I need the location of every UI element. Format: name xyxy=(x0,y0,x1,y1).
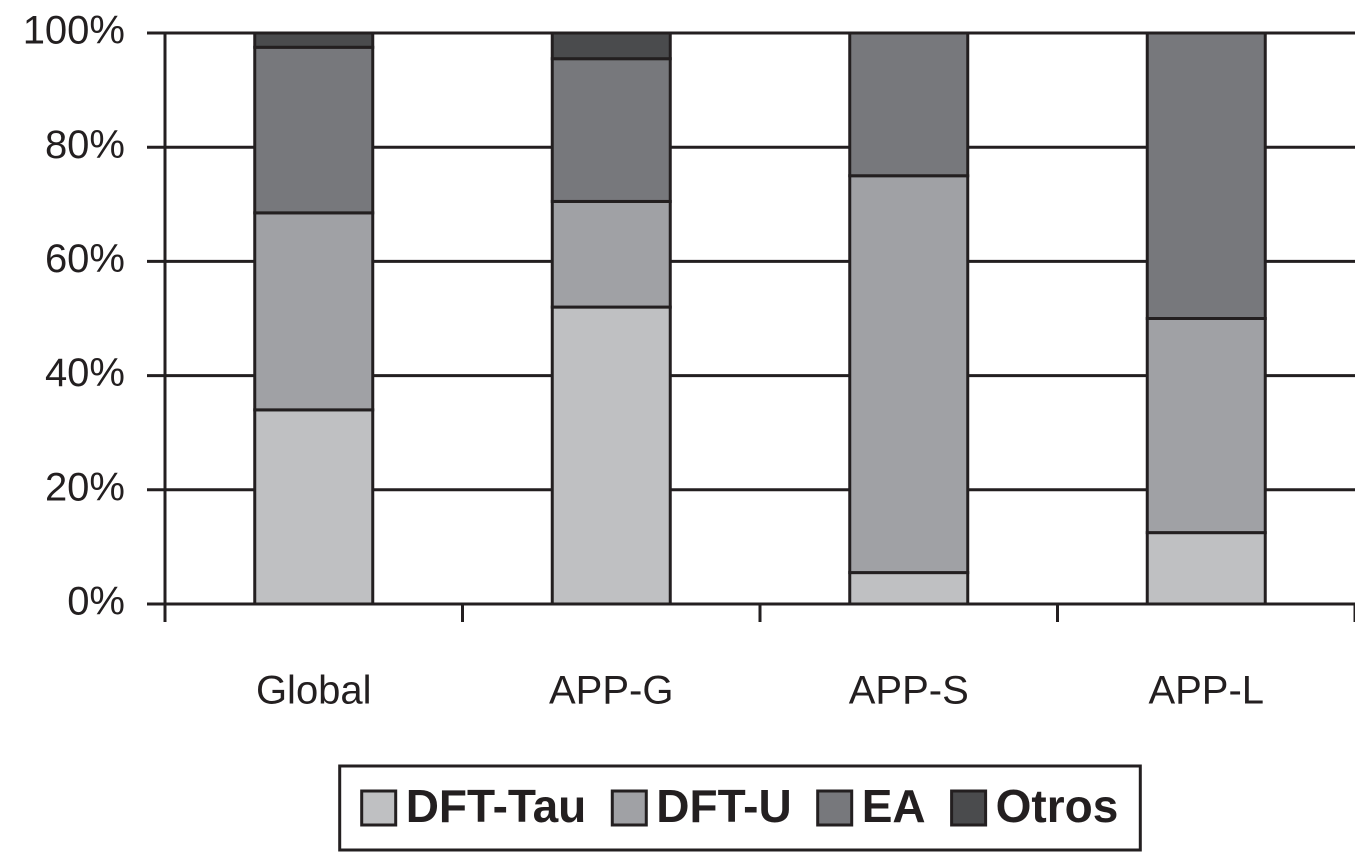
y-tick-label: 40% xyxy=(45,351,125,395)
legend-swatch xyxy=(950,789,988,827)
legend: DFT-Tau DFT-U EA Otros xyxy=(338,764,1142,852)
bar-segment xyxy=(1145,531,1267,606)
y-tick-label: 20% xyxy=(45,465,125,509)
bar-segment xyxy=(1145,317,1267,535)
bar-segment xyxy=(550,31,672,61)
bar-segment xyxy=(253,31,375,49)
y-tick-label: 60% xyxy=(45,237,125,281)
bar-segment xyxy=(550,305,672,606)
legend-swatch xyxy=(610,789,648,827)
y-tick-label: 0% xyxy=(67,580,125,624)
x-tick-label: APP-L xyxy=(1148,669,1264,713)
bar-segment xyxy=(253,211,375,412)
bar-segment xyxy=(848,174,970,575)
legend-label: Otros xyxy=(996,780,1119,832)
bar-segment xyxy=(253,408,375,606)
x-tick-label: Global xyxy=(256,669,372,713)
legend-label: DFT-U xyxy=(656,780,791,832)
legend-swatch xyxy=(360,789,398,827)
legend-label: DFT-Tau xyxy=(406,780,587,832)
legend-box xyxy=(338,764,1142,852)
bar-segment xyxy=(550,57,672,203)
x-tick-label: APP-G xyxy=(549,669,673,713)
bar-segment xyxy=(253,45,375,215)
bar-segment xyxy=(848,31,970,178)
bar-segment xyxy=(550,199,672,309)
bar-segment xyxy=(1145,31,1267,320)
x-tick-label: APP-S xyxy=(849,669,969,713)
y-tick-label: 100% xyxy=(23,9,125,53)
legend-swatch xyxy=(816,789,854,827)
y-tick-label: 80% xyxy=(45,123,125,167)
legend-label: EA xyxy=(862,780,926,832)
bar-segment xyxy=(848,571,970,606)
